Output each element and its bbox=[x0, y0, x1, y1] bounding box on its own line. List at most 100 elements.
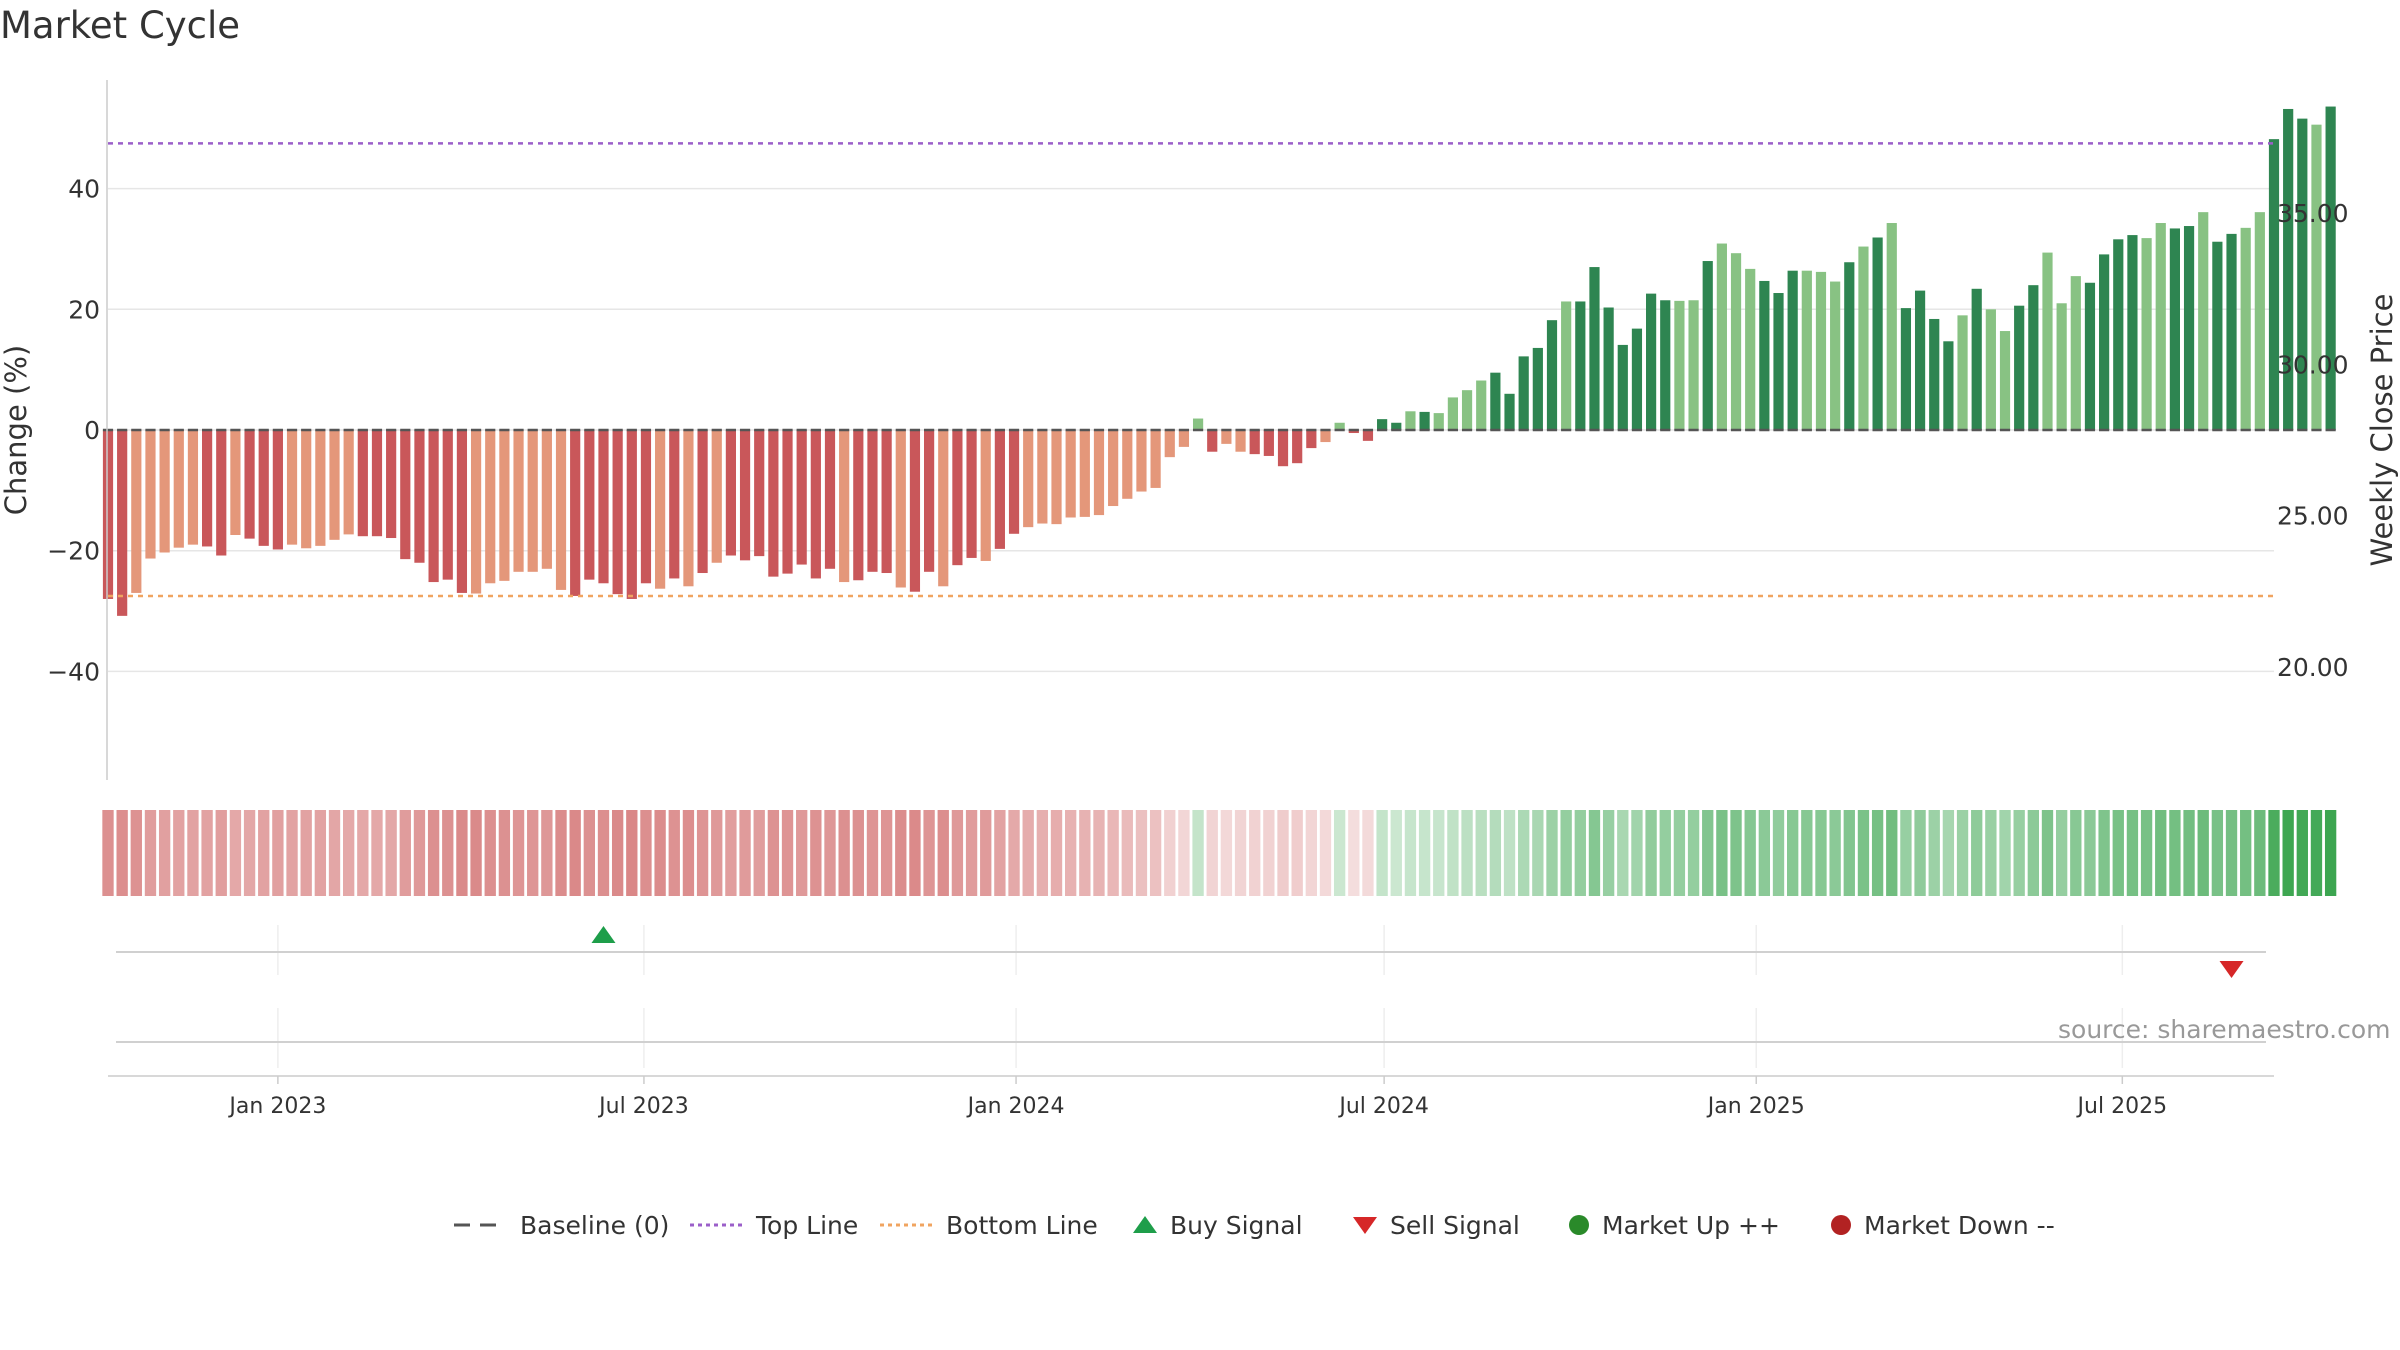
strip-cell bbox=[626, 810, 638, 896]
bar bbox=[442, 430, 453, 580]
bar bbox=[1617, 344, 1628, 430]
strip-cell bbox=[2098, 810, 2110, 896]
bar bbox=[1277, 430, 1289, 467]
strip-cell bbox=[1857, 810, 1870, 896]
bar bbox=[2014, 305, 2025, 430]
strip-cell bbox=[1843, 810, 1855, 896]
bar bbox=[2127, 235, 2138, 430]
bar bbox=[173, 430, 184, 548]
bar bbox=[1235, 430, 1246, 452]
strip-cell bbox=[1107, 810, 1119, 896]
x-tick-label: Jul 2024 bbox=[1337, 1094, 1429, 1119]
strip-cell bbox=[1928, 810, 1940, 896]
bar bbox=[754, 430, 765, 557]
y-tick-label: −20 bbox=[47, 537, 100, 566]
legend-item-baseline[interactable]: Baseline (0) bbox=[452, 1205, 669, 1245]
bar bbox=[216, 430, 227, 556]
bar bbox=[1872, 237, 1883, 430]
strip-cell bbox=[1348, 810, 1360, 896]
strip-cell bbox=[1659, 810, 1671, 896]
bar bbox=[1929, 318, 1940, 430]
legend-item-top[interactable]: Top Line bbox=[688, 1205, 858, 1245]
y-tick-label: 20 bbox=[68, 295, 100, 324]
bar bbox=[1221, 430, 1232, 444]
bar bbox=[1008, 430, 1020, 534]
strip-cell bbox=[116, 810, 128, 896]
x-tick-label: Jul 2023 bbox=[597, 1094, 689, 1119]
strip-cell bbox=[2183, 810, 2195, 896]
strip-cell bbox=[838, 810, 850, 896]
bar bbox=[655, 430, 666, 589]
bar bbox=[1858, 246, 1869, 430]
bar bbox=[1023, 430, 1034, 528]
bar bbox=[1334, 422, 1345, 430]
bar bbox=[2141, 238, 2152, 430]
bar bbox=[1079, 430, 1090, 517]
legend-item-down[interactable]: Market Down -- bbox=[1830, 1205, 2055, 1245]
y2-axis-title: Weekly Close Price bbox=[2365, 294, 2399, 567]
bar bbox=[1447, 397, 1458, 430]
strip-cell bbox=[1617, 810, 1629, 896]
strip-cell bbox=[102, 810, 114, 896]
strip-cell bbox=[2211, 810, 2224, 896]
bar bbox=[1348, 430, 1359, 434]
strip-cell bbox=[895, 810, 907, 896]
strip-cell bbox=[1065, 810, 1077, 896]
strip-cell bbox=[2041, 810, 2054, 896]
legend-item-sell[interactable]: Sell Signal bbox=[1352, 1205, 1520, 1245]
strip-cell bbox=[1914, 810, 1926, 896]
strip-cell bbox=[1900, 810, 1912, 896]
bar bbox=[1773, 293, 1784, 430]
y2-tick-label: 35.00 bbox=[2277, 199, 2349, 228]
bar bbox=[499, 430, 510, 581]
strip-cell bbox=[272, 810, 284, 896]
bar bbox=[683, 430, 694, 587]
strip-cell bbox=[385, 810, 397, 896]
legend-symbol-down bbox=[1831, 1215, 1851, 1235]
legend-item-up[interactable]: Market Up ++ bbox=[1568, 1205, 1780, 1245]
bar bbox=[1914, 290, 1926, 430]
strength-strip bbox=[102, 810, 2337, 896]
bar bbox=[2099, 254, 2110, 430]
bar bbox=[1532, 347, 1543, 430]
bar bbox=[711, 430, 722, 563]
bar bbox=[1461, 390, 1473, 430]
strip-cell bbox=[725, 810, 737, 896]
strip-cell bbox=[1787, 810, 1799, 896]
strip-cell bbox=[413, 810, 426, 896]
y2-tick-label: 30.00 bbox=[2277, 350, 2349, 379]
bar bbox=[1943, 341, 1954, 430]
bar bbox=[1207, 430, 1218, 452]
legend-item-bottom[interactable]: Bottom Line bbox=[878, 1205, 1098, 1245]
strip-cell bbox=[371, 810, 383, 896]
x-tick-label: Jul 2025 bbox=[2076, 1094, 2168, 1119]
reference-lines bbox=[102, 142, 2336, 598]
sell-signal-marker bbox=[2219, 961, 2244, 978]
bar bbox=[1292, 430, 1303, 464]
legend-label: Market Up ++ bbox=[1602, 1210, 1780, 1240]
strip-cell bbox=[314, 810, 327, 896]
bar bbox=[555, 430, 567, 590]
strip-cell bbox=[711, 810, 723, 896]
strip-cell bbox=[739, 810, 751, 896]
strip-cell bbox=[2324, 810, 2337, 896]
legend-item-buy[interactable]: Buy Signal bbox=[1132, 1205, 1303, 1245]
bar bbox=[626, 430, 637, 599]
strip-cell bbox=[1546, 810, 1558, 896]
strip-cell bbox=[144, 810, 157, 896]
bar bbox=[2084, 282, 2096, 430]
strip-cell bbox=[1942, 810, 1955, 896]
bar bbox=[400, 430, 411, 560]
bar bbox=[428, 430, 439, 583]
bar bbox=[570, 430, 581, 596]
strip-cell bbox=[866, 810, 879, 896]
bar bbox=[1192, 418, 1204, 430]
bar bbox=[2113, 239, 2124, 430]
bar bbox=[202, 430, 213, 547]
bar bbox=[1900, 308, 1912, 430]
bar bbox=[414, 430, 425, 563]
bar bbox=[1589, 267, 1600, 430]
bar bbox=[598, 430, 609, 584]
strip-cell bbox=[158, 810, 171, 896]
legend-label: Sell Signal bbox=[1390, 1210, 1520, 1240]
